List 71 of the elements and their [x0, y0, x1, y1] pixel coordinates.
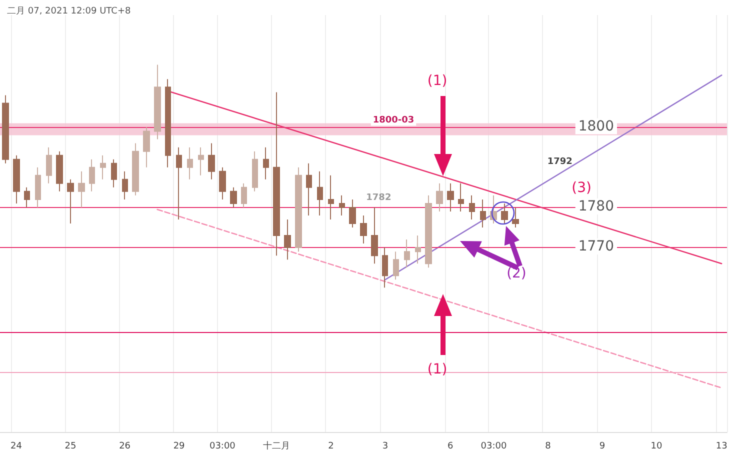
x-tick-label: 24	[10, 442, 22, 452]
candlestick	[132, 142, 139, 196]
x-tick-label: 03:00	[209, 442, 236, 452]
annotation: 1782	[366, 192, 392, 203]
x-tick-label: 6	[447, 442, 454, 452]
candlestick	[393, 251, 399, 280]
candlestick	[24, 186, 30, 208]
annotation: (1)	[427, 361, 448, 378]
ref-line-label: 1770	[578, 238, 614, 255]
candlestick	[252, 150, 258, 192]
candlestick	[480, 198, 486, 228]
x-tick-label: 8	[545, 442, 552, 452]
chart-title: 二月 07, 2021 12:09 UTC+8	[7, 6, 131, 16]
x-tick-label: 9	[599, 442, 606, 452]
x-tick-label: 2	[328, 442, 334, 452]
candlestick	[263, 146, 269, 180]
x-tick-label: 3	[382, 442, 388, 452]
candlestick	[328, 174, 334, 220]
candlestick	[111, 158, 117, 188]
candlestick	[187, 146, 193, 180]
candlestick	[89, 158, 95, 192]
x-tick-label: 03:00	[480, 442, 507, 452]
candlestick	[501, 202, 508, 224]
candlestick	[273, 92, 280, 256]
candlestick	[122, 170, 128, 200]
candlestick	[165, 78, 171, 168]
candlestick	[306, 162, 312, 216]
candlestick	[360, 214, 367, 244]
candlestick	[458, 182, 464, 212]
x-tick-label: 10	[650, 442, 662, 452]
candlestick	[382, 247, 388, 288]
candlestick	[67, 178, 74, 224]
candlestick	[100, 154, 106, 180]
candlestick	[35, 166, 41, 208]
annotation: (1)	[427, 72, 448, 89]
x-tick-label: 29	[173, 442, 186, 452]
candlestick	[176, 146, 182, 220]
candlestick	[78, 170, 85, 208]
candlestick	[219, 166, 226, 200]
candlestick	[230, 186, 237, 208]
x-tick-label: 26	[119, 442, 131, 452]
candlestick	[284, 218, 291, 260]
candlestick	[447, 182, 454, 212]
ref-line-label: 1780	[578, 198, 614, 214]
candlestick	[56, 150, 63, 192]
candlestick	[415, 235, 421, 264]
x-tick-label: 25	[64, 442, 76, 452]
candlestick	[154, 64, 161, 140]
candlestick	[404, 239, 410, 268]
candlestick	[425, 194, 432, 268]
candlestick	[317, 170, 323, 216]
candlestick	[13, 154, 20, 204]
x-tick-label: 十二月	[263, 440, 290, 452]
candlestick	[339, 194, 345, 216]
x-tick-label: 13	[716, 442, 728, 452]
candlestick	[2, 94, 9, 164]
candlestick	[208, 142, 215, 180]
candlestick	[349, 198, 356, 228]
candlestick	[241, 182, 247, 208]
ref-line-label: 1800	[578, 118, 614, 134]
annotation: (3)	[572, 180, 592, 196]
annotation: 1792	[547, 156, 572, 167]
candlestick	[512, 206, 519, 228]
candlestick	[469, 194, 475, 220]
candlestick	[143, 126, 150, 168]
candlestick	[295, 166, 302, 252]
candlestick	[198, 146, 204, 176]
candlestick	[436, 182, 443, 212]
candlestick	[371, 206, 378, 264]
candlestick	[46, 146, 52, 184]
band-label: 1800-03	[372, 115, 414, 126]
